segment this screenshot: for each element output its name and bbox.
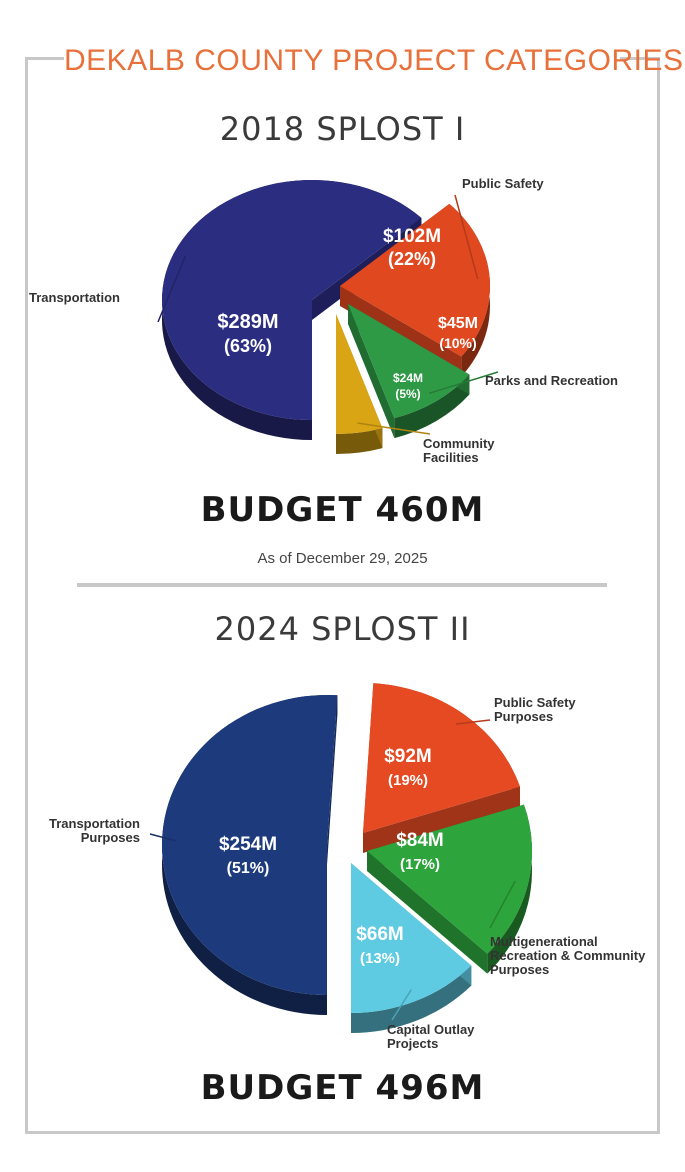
chart2-slice-top (162, 695, 338, 995)
chart1-leader-line (357, 422, 431, 435)
chart2-value-label: $92M (384, 746, 432, 767)
chart2-value-label: $84M (396, 830, 444, 851)
chart2-slice-public-safety-purposes (363, 683, 520, 853)
chart2-budget: BUDGET 496M (200, 1068, 485, 1108)
chart2-slice-side (351, 965, 472, 1033)
chart2-slice-multigenerational-recreation-community-purposes (367, 804, 532, 974)
chart2-pie: $254M(51%)TransportationPurposes$92M(19%… (49, 683, 646, 1051)
chart2-percent-label: (51%) (227, 860, 270, 877)
section-divider (77, 583, 607, 587)
chart1-percent-label: (22%) (388, 249, 436, 269)
chart2-slice-wall (327, 695, 338, 865)
chart1-slice-top (162, 180, 422, 420)
chart1-percent-label: (10%) (439, 335, 476, 351)
main-title: DEKALB COUNTY PROJECT CATEGORIES (64, 40, 683, 82)
chart2-category-label: Projects (387, 1036, 438, 1051)
chart1-pie: $289M (63%) Transportation $102M(22%) Public… (29, 176, 618, 465)
chart1-leader-line (454, 194, 479, 280)
chart1-as-of: As of December 29, 2025 (257, 550, 428, 567)
chart1-category-label: Public Safety (462, 176, 544, 191)
chart1-category-label: Facilities (423, 450, 479, 465)
chart2-category-label: Purposes (81, 830, 140, 845)
chart1-slice-public-safety (340, 203, 490, 377)
chart2-slice-transportation-purposes (161, 695, 338, 1015)
chart1-slice-community-facilities (336, 314, 383, 454)
chart2-value-label: $66M (356, 924, 404, 945)
chart2-slice-top (363, 683, 520, 833)
chart2-slice-top (351, 863, 472, 1013)
chart2-category-label: Multigenerational (490, 934, 598, 949)
chart2-slice-wall (367, 851, 488, 974)
chart1-value-label: $289M (217, 311, 278, 333)
chart2-percent-label: (13%) (360, 950, 400, 967)
chart2-slice-capital-outlay-projects (351, 863, 472, 1033)
chart2-slice-wall (363, 786, 520, 853)
chart1-percent-label: (63%) (224, 336, 272, 356)
chart2-value-label: $254M (219, 834, 277, 855)
chart1-value-label: $45M (438, 315, 478, 332)
chart2-category-label: Public Safety (494, 695, 576, 710)
chart1-category-label: Community (423, 436, 495, 451)
chart1-title: 2018 SPLOST I (219, 110, 466, 148)
chart2-leader-line (489, 880, 516, 929)
chart2-percent-label: (19%) (388, 772, 428, 789)
chart2-slice-top (367, 804, 532, 954)
chart1-category-label: Parks and Recreation (485, 373, 618, 388)
chart2-category-label: Transportation (49, 816, 140, 831)
chart1-slice-side (336, 428, 383, 454)
chart1-percent-label: (5%) (395, 387, 420, 401)
chart2-leader-line (455, 719, 491, 725)
chart1-slice-top (336, 314, 383, 434)
chart2-category-label: Purposes (494, 709, 553, 724)
chart1-slice-top (340, 203, 490, 357)
chart2-category-label: Recreation & Community (490, 948, 646, 963)
chart1-slice-side (394, 374, 470, 439)
chart2-percent-label: (17%) (400, 856, 440, 873)
chart1-budget: BUDGET 460M (200, 490, 485, 530)
chart2-leader-line (391, 989, 412, 1021)
chart1-leader-line (428, 371, 499, 395)
chart1-leader-line (157, 255, 187, 323)
chart2-category-label: Capital Outlay (387, 1022, 475, 1037)
chart2-category-label: Purposes (490, 962, 549, 977)
chart1-category-label: Transportation (29, 290, 120, 305)
chart1-slice-wall (348, 304, 395, 439)
chart1-value-label: $102M (383, 226, 441, 247)
chart2-title: 2024 SPLOST II (214, 610, 471, 648)
chart1-value-label: $24M (393, 371, 423, 385)
chart2-leader-line (149, 833, 176, 842)
